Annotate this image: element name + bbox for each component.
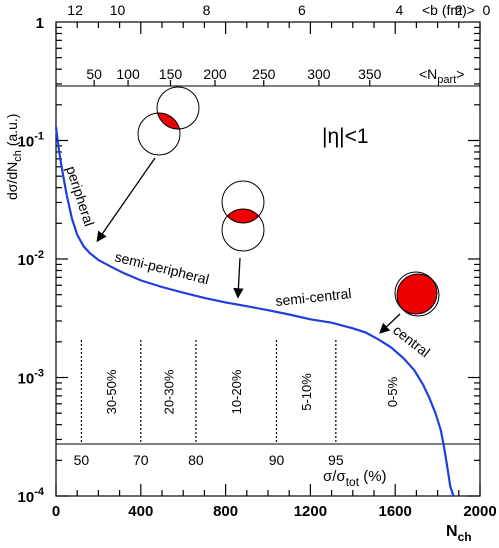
x-axis-title: Nch [446, 523, 472, 544]
x-tick-label: 1200 [294, 503, 327, 520]
percentile-tick-label: 50 [74, 452, 90, 468]
semi-peripheral-arrow [233, 257, 244, 299]
b-axis-tick-label: 8 [203, 2, 211, 18]
multiplicity-curve [54, 126, 455, 497]
centrality-bin-label: 20-30% [161, 369, 176, 414]
y-tick-label: 10-3 [18, 368, 44, 388]
x-tick-label: 1600 [379, 503, 412, 520]
centrality-bin-label: 10-20% [229, 369, 244, 414]
centrality-bin-label: 30-50% [104, 369, 119, 414]
npart-axis-tick-label: 150 [159, 66, 183, 82]
x-tick-label: 0 [52, 503, 60, 520]
eta-cut-label: |η|<1 [322, 125, 369, 148]
b-axis-tick-label: 4 [396, 2, 404, 18]
peripheral-label: peripheral [63, 164, 97, 228]
x-tick-label: 400 [128, 503, 153, 520]
percentile-tick-label: 80 [188, 452, 204, 468]
npart-axis-tick-label: 350 [358, 66, 382, 82]
npart-axis-tick-label: 50 [86, 66, 102, 82]
npart-axis-title: <Npart> [419, 66, 464, 86]
peripheral-overlap-icon [137, 86, 200, 156]
b-axis-tick-label: 6 [298, 2, 306, 18]
y-tick-label: 10-4 [18, 486, 45, 506]
percentile-tick-label: 70 [133, 452, 149, 468]
percentile-tick-label: 95 [328, 452, 344, 468]
y-tick-label: 10-2 [18, 249, 44, 269]
b-axis-tick-label: 0 [482, 2, 490, 18]
npart-axis-tick-label: 250 [252, 66, 276, 82]
semi-peripheral-overlap-icon [221, 180, 265, 252]
centrality-bin-label: 5-10% [299, 373, 314, 411]
peripheral-arrow [96, 157, 156, 243]
b-axis-title: <b (fm)> [422, 2, 475, 18]
central-arrow [379, 313, 401, 334]
y-tick-label: 1 [36, 15, 44, 32]
semi-central-label: semi-central [275, 285, 353, 309]
percentile-axis-title: σ/σtot (%) [323, 468, 387, 489]
b-axis-tick-label: 10 [110, 2, 126, 18]
centrality-bin-label: 0-5% [385, 376, 400, 407]
y-tick-label: 10-1 [18, 131, 44, 151]
npart-axis-tick-label: 300 [307, 66, 331, 82]
npart-axis-tick-label: 200 [203, 66, 227, 82]
semi-peripheral-label: semi-peripheral [113, 248, 210, 287]
central-label: central [390, 322, 433, 360]
x-tick-label: 800 [213, 503, 238, 520]
x-tick-label: 2000 [463, 503, 496, 520]
percentile-tick-label: 90 [269, 452, 285, 468]
central-overlap-icon [394, 271, 440, 317]
b-axis-tick-label: 12 [67, 2, 83, 18]
b-axis-tick-label: 2 [455, 2, 463, 18]
y-axis-title: dσ/dNch (a.u.) [4, 114, 24, 200]
npart-axis-tick-label: 100 [116, 66, 140, 82]
